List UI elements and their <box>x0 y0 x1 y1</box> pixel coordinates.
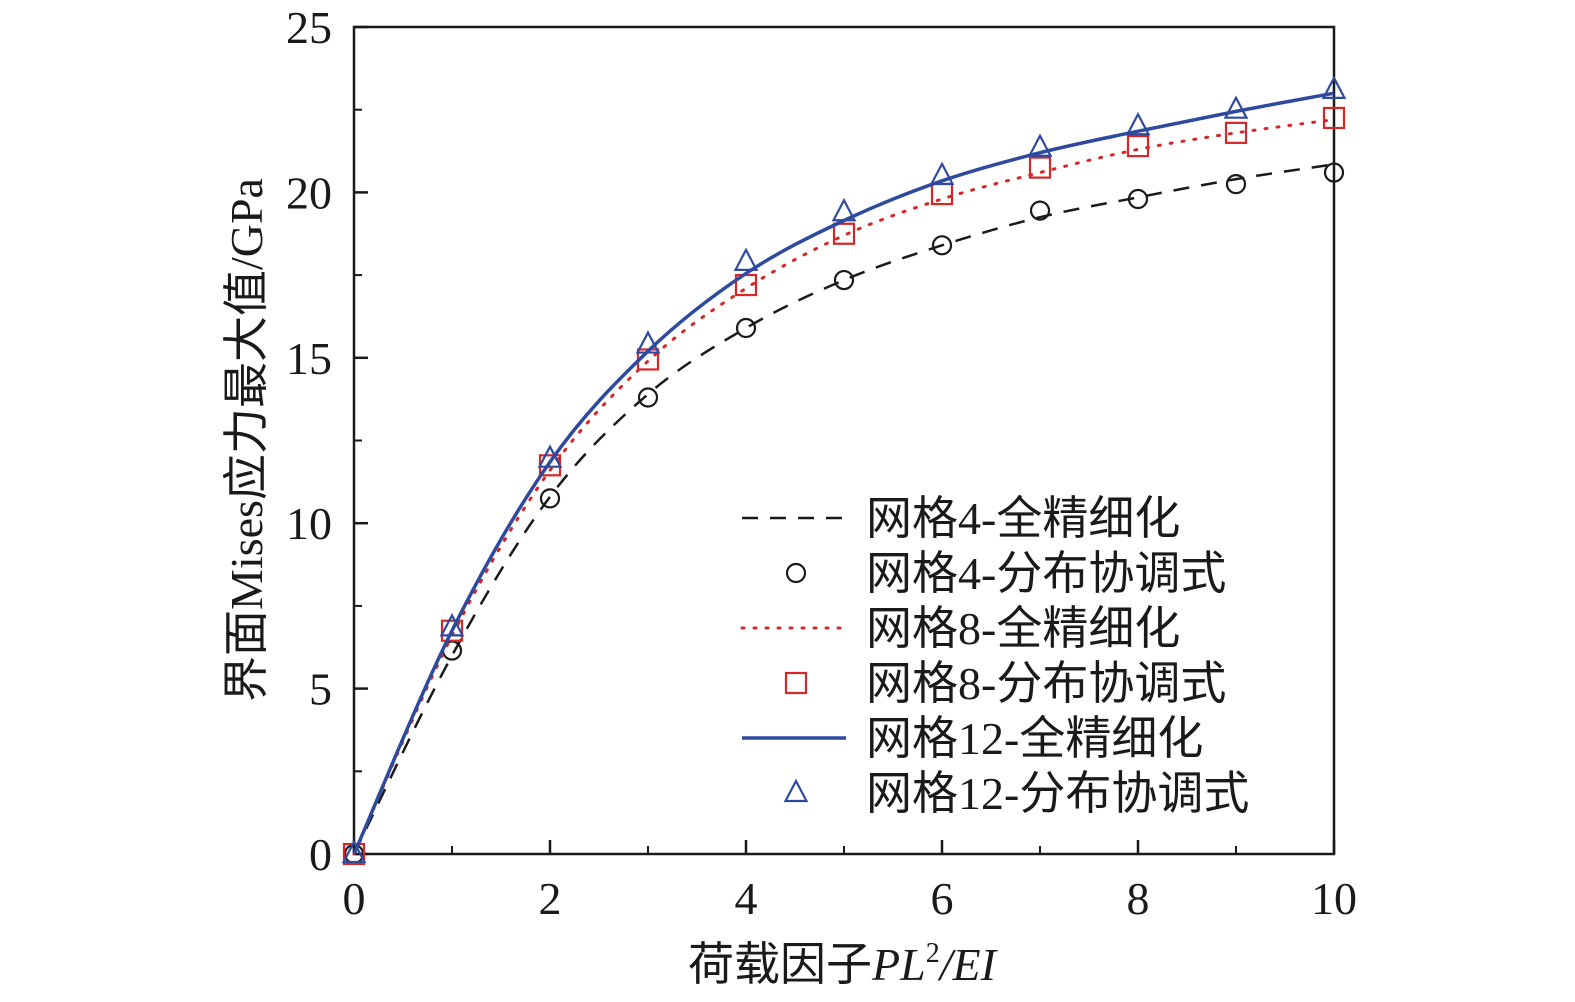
legend-item: 网格8-分布协调式 <box>784 658 1226 709</box>
legend-label: 网格12-全精细化 <box>866 713 1203 764</box>
x-tick-label: 2 <box>539 873 562 924</box>
data-point <box>439 613 465 637</box>
x-axis-title-sup: 2 <box>926 938 940 969</box>
y-tick-label: 25 <box>286 2 332 53</box>
legend-marker-swatch <box>785 562 807 584</box>
y-tick-label: 10 <box>286 498 332 549</box>
legend-label: 网格4-分布协调式 <box>866 548 1226 599</box>
data-point <box>1323 162 1345 183</box>
series-line <box>352 91 1335 855</box>
series-6 <box>341 75 1347 864</box>
legend: 网格4-全精细化网格4-分布协调式网格8-全精细化网格8-分布协调式网格12-全… <box>740 493 1249 819</box>
y-tick-label: 20 <box>286 167 332 218</box>
data-point <box>1028 156 1052 179</box>
axis-tick-labels: 0 2 4 6 8 10 0 5 10 15 20 25 <box>286 2 1357 924</box>
x-axis-title-var2: /EI <box>937 939 999 990</box>
y-tick-label: 0 <box>309 829 332 880</box>
data-point <box>1029 200 1051 221</box>
x-axis-title: 荷载因子PL2/EI <box>688 938 999 990</box>
data-point <box>1027 133 1053 157</box>
legend-item: 网格12-全精细化 <box>742 713 1203 764</box>
legend-label: 网格12-分布协调式 <box>866 768 1249 819</box>
x-tick-label: 6 <box>931 873 954 924</box>
legend-item: 网格4-分布协调式 <box>785 548 1226 599</box>
data-point <box>833 269 855 291</box>
x-axis-title-var1: PL <box>871 939 926 990</box>
data-point <box>1127 188 1149 210</box>
legend-label: 网格8-全精细化 <box>866 603 1180 654</box>
legend-item: 网格8-全精细化 <box>740 603 1180 654</box>
legend-marker-swatch <box>784 671 808 695</box>
data-point <box>930 182 954 206</box>
data-point <box>1322 106 1346 130</box>
data-point <box>539 488 561 509</box>
y-tick-label: 15 <box>286 333 332 384</box>
data-point <box>735 317 757 339</box>
data-point <box>831 197 857 222</box>
data-point <box>637 387 659 408</box>
data-point <box>537 444 563 468</box>
data-point <box>832 222 856 245</box>
data-point <box>931 235 953 256</box>
data-point <box>929 161 955 185</box>
x-tick-label: 0 <box>343 873 366 924</box>
x-tick-label: 10 <box>1311 873 1357 924</box>
data-point <box>1125 111 1151 136</box>
series-layer <box>341 75 1347 866</box>
legend-item: 网格12-分布协调式 <box>783 768 1249 819</box>
series-3 <box>352 118 1336 856</box>
x-axis-title-main: 荷载因子 <box>688 939 872 990</box>
data-point <box>1126 134 1150 158</box>
data-point <box>635 330 661 354</box>
series-line <box>352 118 1336 856</box>
data-point <box>733 247 759 271</box>
data-point <box>1321 75 1347 99</box>
data-point <box>1224 121 1248 144</box>
x-tick-label: 4 <box>735 873 758 924</box>
x-tick-label: 8 <box>1127 873 1150 924</box>
legend-label: 网格8-分布协调式 <box>866 658 1226 709</box>
legend-item: 网格4-全精细化 <box>742 493 1180 544</box>
data-point <box>440 619 464 642</box>
legend-label: 网格4-全精细化 <box>866 493 1180 544</box>
data-point <box>1223 95 1249 119</box>
y-tick-label: 5 <box>309 664 332 715</box>
legend-marker-swatch <box>783 778 809 803</box>
data-point <box>1225 174 1247 195</box>
data-point <box>341 839 367 864</box>
series-line <box>352 163 1335 855</box>
series-1 <box>352 163 1335 855</box>
y-axis-title: 界面Mises应力最大值/GPa <box>221 178 272 702</box>
series-5 <box>352 91 1335 855</box>
